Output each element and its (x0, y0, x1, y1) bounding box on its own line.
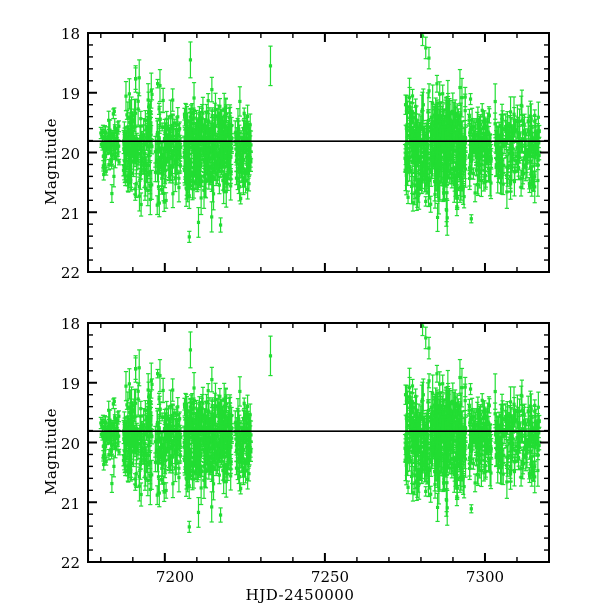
top-panel-plot (0, 0, 600, 290)
bottom-panel-plot (0, 290, 600, 600)
top-panel: Magnitude 18 19 20 21 22 (0, 0, 600, 290)
bottom-panel: Magnitude 18 19 20 21 22 7200 7250 7300 … (0, 290, 600, 600)
